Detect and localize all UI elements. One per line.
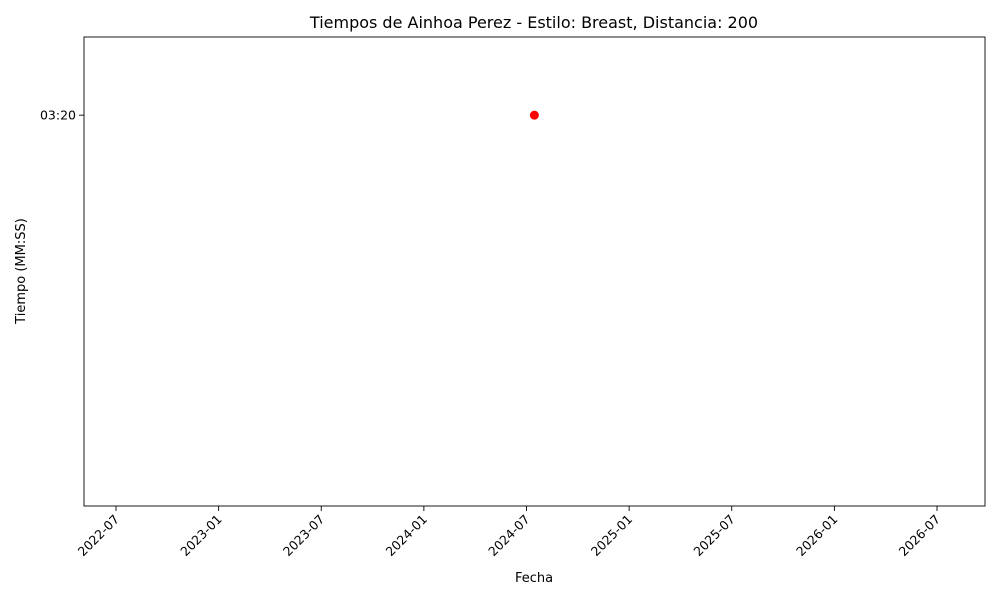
x-tick-label: 2022-07	[75, 512, 123, 560]
plot-area	[83, 36, 986, 507]
x-tick-label: 2023-01	[177, 512, 225, 560]
x-tick-label: 2026-01	[793, 512, 841, 560]
data-point	[529, 110, 539, 120]
x-axis: 2022-07 2023-01 2023-07 2024-01 2024-07 2025-…	[75, 506, 944, 560]
chart-title: Tiempos de Ainhoa Perez - Estilo: Breast…	[309, 13, 758, 32]
x-tick-label: 2025-07	[690, 512, 738, 560]
data-points	[529, 110, 539, 120]
x-axis-label: Fecha	[515, 571, 553, 586]
x-tick-label: 2024-01	[382, 512, 430, 560]
x-tick-label: 2025-01	[588, 512, 636, 560]
x-tick-label: 2024-07	[485, 512, 533, 560]
y-axis: 03:20	[40, 108, 84, 123]
x-tick-label: 2023-07	[280, 512, 328, 560]
y-tick-label: 03:20	[40, 108, 76, 123]
y-axis-label: Tiempo (MM:SS)	[14, 218, 29, 325]
x-tick-label: 2026-07	[896, 512, 944, 560]
